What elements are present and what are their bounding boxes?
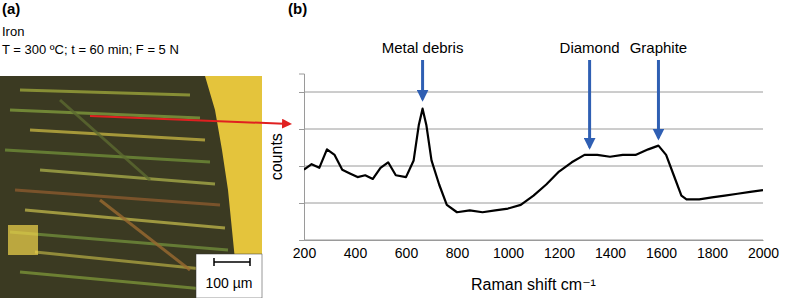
y-axis	[299, 74, 305, 241]
x-tick: 400	[344, 240, 368, 261]
annotation-label: Diamond	[560, 39, 620, 56]
scale-box	[196, 254, 262, 298]
y-tick	[299, 92, 304, 93]
annotation-arrow	[657, 60, 660, 138]
grid-line	[304, 203, 763, 204]
x-tick: 2000	[748, 240, 779, 261]
x-axis: 200 400 600 800 1000 1200 1400 1600 1800 2000	[293, 240, 779, 261]
grid-line	[304, 240, 763, 241]
streak	[40, 170, 215, 184]
y-axis-line	[299, 74, 305, 241]
dark-patch	[8, 225, 38, 255]
panel-a: (a) Iron T = 300 ºC; t = 60 min; F = 5 N 10…	[0, 0, 262, 298]
material-label: Iron	[2, 24, 24, 39]
streak	[20, 90, 190, 95]
grid-line	[304, 92, 763, 93]
x-tick: 1000	[493, 240, 524, 261]
annotation-arrow	[421, 60, 424, 99]
micrograph: 100 µm	[0, 76, 262, 298]
x-tick-label: 1200	[544, 245, 575, 261]
y-tick-mark	[299, 240, 304, 241]
y-tick-mark	[299, 166, 304, 167]
y-tick	[299, 129, 304, 130]
x-tick: 1400	[595, 240, 626, 261]
annotation-label: Metal debris	[382, 39, 464, 56]
x-tick: 600	[395, 240, 419, 261]
x-tick-label: 400	[344, 245, 368, 261]
grid-line	[304, 129, 763, 130]
annotation-arrow	[588, 60, 591, 147]
annotation-label: Graphite	[630, 39, 688, 56]
grid	[304, 92, 763, 240]
y-tick-mark	[299, 203, 304, 204]
x-axis-line	[305, 240, 764, 241]
plot-area	[304, 109, 763, 213]
panel-label: (a)	[2, 0, 20, 17]
x-tick: 1600	[646, 240, 677, 261]
grid-line	[304, 166, 763, 167]
x-tick-label: 200	[293, 245, 317, 261]
spectrum-line	[304, 109, 763, 213]
y-tick	[299, 240, 304, 241]
y-tick	[299, 203, 304, 204]
streak	[5, 150, 210, 162]
y-tick-mark	[299, 129, 304, 130]
annotations: Metal debris Diamond Graphite	[382, 39, 688, 147]
y-tick	[299, 166, 304, 167]
x-tick-label: 1000	[493, 245, 524, 261]
x-tick: 1800	[697, 240, 728, 261]
x-tick-label: 1400	[595, 245, 626, 261]
x-tick: 1200	[544, 240, 575, 261]
figure: (a) Iron T = 300 ºC; t = 60 min; F = 5 N 10…	[0, 0, 785, 298]
x-tick: 200	[293, 240, 317, 261]
x-axis-title: Raman shift cm⁻¹	[471, 276, 596, 293]
x-tick-label: 600	[395, 245, 419, 261]
scale-label: 100 µm	[206, 275, 253, 291]
scale-bar	[214, 258, 250, 266]
x-tick-label: 800	[446, 245, 470, 261]
streak	[100, 200, 190, 270]
micrograph-background	[0, 76, 262, 298]
x-tick-label: 1800	[697, 245, 728, 261]
streak	[30, 130, 205, 140]
y-axis-title: counts	[268, 133, 285, 180]
y-tick-mark	[299, 92, 304, 93]
streak	[15, 190, 220, 205]
panel-label: (b)	[288, 0, 307, 17]
conditions-label: T = 300 ºC; t = 60 min; F = 5 N	[2, 42, 179, 57]
x-tick-label: 2000	[748, 245, 779, 261]
streak	[10, 232, 228, 250]
streak	[60, 100, 150, 180]
panel-b: (b) 200 400 600 800 1000 1200 1400 1600 1800 2000 R…	[268, 0, 779, 293]
x-tick-label: 1600	[646, 245, 677, 261]
x-tick: 800	[446, 240, 470, 261]
pointer-arrow	[90, 116, 290, 124]
